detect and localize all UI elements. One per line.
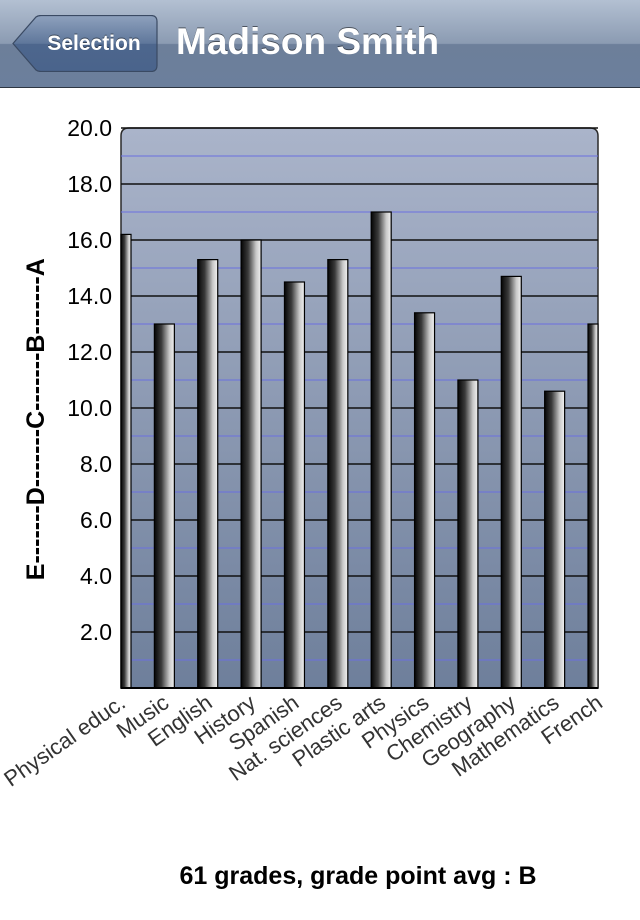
bar-physics xyxy=(413,312,436,689)
back-button-shape xyxy=(12,15,158,72)
bar-geography xyxy=(500,275,522,689)
bar-music xyxy=(153,323,175,689)
bar-history xyxy=(240,239,262,689)
grades-bar-chart: 2.0 4.0 6.0 8.0 10.0 12.0 14.0 16.0 18.0 20.0 E---… xyxy=(0,115,607,792)
y-tick-label: 12.0 xyxy=(67,339,112,365)
bar-physical-educ xyxy=(120,233,132,689)
bar-chemistry xyxy=(457,379,479,689)
y-tick-label: 10.0 xyxy=(67,395,112,421)
back-button-label: Selection xyxy=(47,32,141,55)
y-tick-label: 2.0 xyxy=(80,619,112,645)
bar-english xyxy=(197,259,219,689)
back-button[interactable]: Selection xyxy=(12,15,158,72)
page-title: Madison Smith xyxy=(176,21,440,62)
bar-spanish xyxy=(283,281,306,689)
y-tick-label: 4.0 xyxy=(80,563,112,589)
y-tick-label: 18.0 xyxy=(67,171,112,197)
y-tick-label: 6.0 xyxy=(80,507,112,533)
grade-summary: 61 grades, grade point avg : B xyxy=(179,862,537,890)
bar-plastic-arts xyxy=(370,211,392,689)
y-axis-label: E-------D-------C-------B-------A xyxy=(22,258,50,580)
navigation-bar: Selection Madison Smith xyxy=(0,0,640,88)
summary-footer: 61 grades, grade point avg : B xyxy=(0,862,640,891)
bar-french xyxy=(587,323,599,689)
y-tick-label: 14.0 xyxy=(67,283,112,309)
bar-nat-sciences xyxy=(327,259,349,689)
x-category-label: Physical educ. xyxy=(0,690,130,792)
y-tick-label: 8.0 xyxy=(80,451,112,477)
y-tick-label: 16.0 xyxy=(67,227,112,253)
y-tick-label: 20.0 xyxy=(67,115,112,141)
bar-mathematics xyxy=(544,390,566,689)
